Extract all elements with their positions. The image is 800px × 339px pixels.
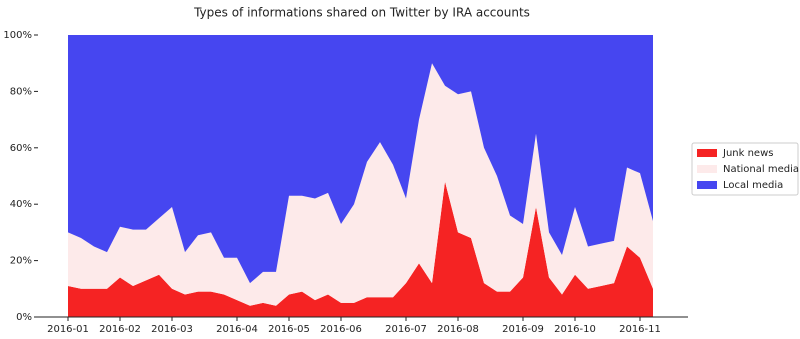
area bbox=[68, 181, 653, 317]
legend-swatch bbox=[697, 149, 717, 157]
x-tick-label: 2016-02 bbox=[99, 324, 141, 335]
x-tick-label: 2016-01 bbox=[47, 324, 89, 335]
area bbox=[68, 63, 653, 306]
x-tick-label: 2016-06 bbox=[320, 324, 362, 335]
x-tick-label: 2016-09 bbox=[502, 324, 544, 335]
x-tick-label: 2016-10 bbox=[554, 324, 596, 335]
legend-label: National media bbox=[723, 164, 799, 175]
x-tick-label: 2016-04 bbox=[216, 324, 258, 335]
legend-box bbox=[691, 142, 799, 196]
x-tick-label: 2016-08 bbox=[437, 324, 479, 335]
legend-label: Junk news bbox=[722, 148, 773, 159]
y-tick-label: 20% bbox=[10, 256, 32, 267]
plot-area bbox=[68, 35, 653, 317]
x-tick-label: 2016-03 bbox=[151, 324, 193, 335]
y-tick-label: 40% bbox=[10, 199, 32, 210]
axes: 0% 20% 40% 60% 80% 100% 2016-01 2016-02 2016-03 2… bbox=[3, 30, 688, 335]
x-tick-label: 2016-07 bbox=[385, 324, 427, 335]
y-tick-label: 0% bbox=[16, 312, 32, 323]
legend-swatch bbox=[697, 181, 717, 189]
y-tick-label: 80% bbox=[10, 86, 32, 97]
y-tick-label: 100% bbox=[3, 30, 32, 41]
area bbox=[68, 35, 653, 284]
legend: Junk news National media Local media bbox=[691, 142, 799, 196]
legend-label: Local media bbox=[723, 180, 783, 191]
chart-title: Types of informations shared on Twitter … bbox=[193, 6, 530, 20]
x-tick-label: 2016-05 bbox=[268, 324, 310, 335]
y-tick-label: 60% bbox=[10, 143, 32, 154]
x-tick-label: 2016-11 bbox=[619, 324, 661, 335]
legend-swatch bbox=[697, 165, 717, 173]
